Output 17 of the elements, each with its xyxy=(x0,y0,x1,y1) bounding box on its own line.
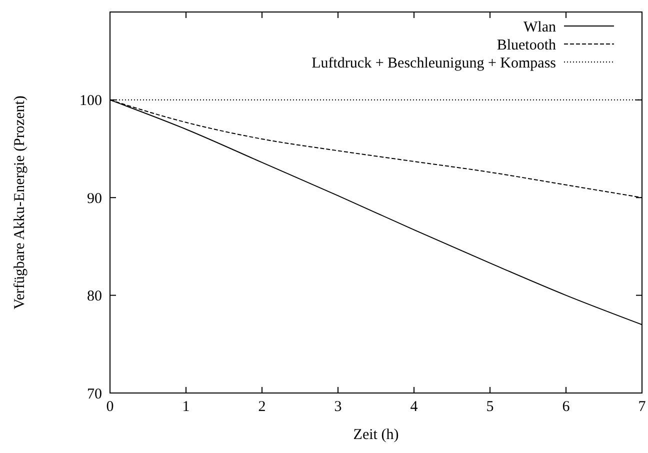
legend-label: Wlan xyxy=(524,19,556,36)
legend-label: Bluetooth xyxy=(496,37,556,54)
x-tick-label: 4 xyxy=(410,399,418,415)
x-tick-label: 5 xyxy=(486,399,494,415)
x-tick-label: 1 xyxy=(182,399,190,415)
x-tick-label: 2 xyxy=(258,399,266,415)
x-tick-label: 3 xyxy=(334,399,342,415)
x-tick-label: 6 xyxy=(562,399,570,415)
x-tick-label: 0 xyxy=(106,399,114,415)
y-tick-label: 90 xyxy=(87,190,102,207)
y-tick-label: 70 xyxy=(87,386,102,402)
y-tick-label: 100 xyxy=(80,93,102,110)
x-axis-title: Zeit (h) xyxy=(353,427,399,443)
x-tick-label: 7 xyxy=(638,399,646,415)
y-axis-title: Verfügbare Akku-Energie (Prozent) xyxy=(12,96,28,310)
legend-label: Luftdruck + Beschleunigung + Kompass xyxy=(312,55,556,72)
y-tick-label: 80 xyxy=(87,288,102,305)
